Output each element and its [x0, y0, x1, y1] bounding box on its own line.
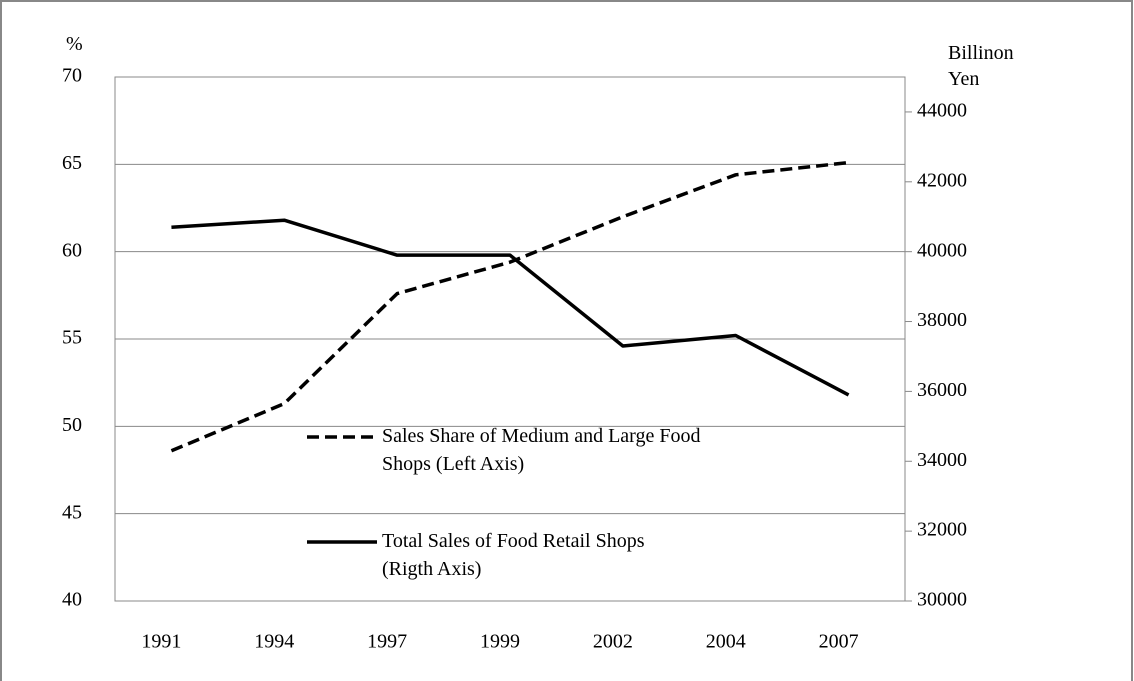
- x-tick-label: 1999: [480, 631, 520, 653]
- y-axis-label: %: [66, 33, 83, 55]
- y-tick-label: 60: [62, 239, 82, 261]
- y2-tick-label: 42000: [917, 169, 967, 191]
- legend-label: Sales Share of Medium and Large Food Sho…: [382, 425, 701, 475]
- y2-tick-label: 38000: [917, 309, 967, 331]
- y-tick-label: 55: [62, 327, 82, 349]
- x-tick-label: 1991: [141, 631, 181, 653]
- y-tick-label: 50: [62, 414, 82, 436]
- y-tick-label: 70: [62, 65, 82, 87]
- y2-tick-label: 36000: [917, 379, 967, 401]
- y2-tick-label: 30000: [917, 589, 967, 611]
- y2-tick-label: 40000: [917, 239, 967, 261]
- x-tick-label: 2007: [819, 631, 859, 653]
- y2-tick-label: 32000: [917, 519, 967, 541]
- y2-tick-label: 34000: [917, 449, 967, 471]
- y2-tick-label: 44000: [917, 100, 967, 122]
- series-line: [171, 218, 850, 397]
- series-line: [170, 160, 849, 453]
- x-tick-label: 2002: [593, 631, 633, 653]
- y-tick-label: 40: [62, 589, 82, 611]
- plot-area: [114, 76, 906, 602]
- x-tick-label: 1997: [367, 631, 407, 653]
- x-tick-label: 1994: [254, 631, 294, 653]
- y-tick-label: 45: [62, 501, 82, 523]
- x-tick-label: 2004: [706, 631, 746, 653]
- y-tick-label: 65: [62, 152, 82, 174]
- y2-axis-label: Billinon Yen: [948, 42, 1014, 90]
- legend-label: Total Sales of Food Retail Shops (Rigth …: [382, 530, 645, 580]
